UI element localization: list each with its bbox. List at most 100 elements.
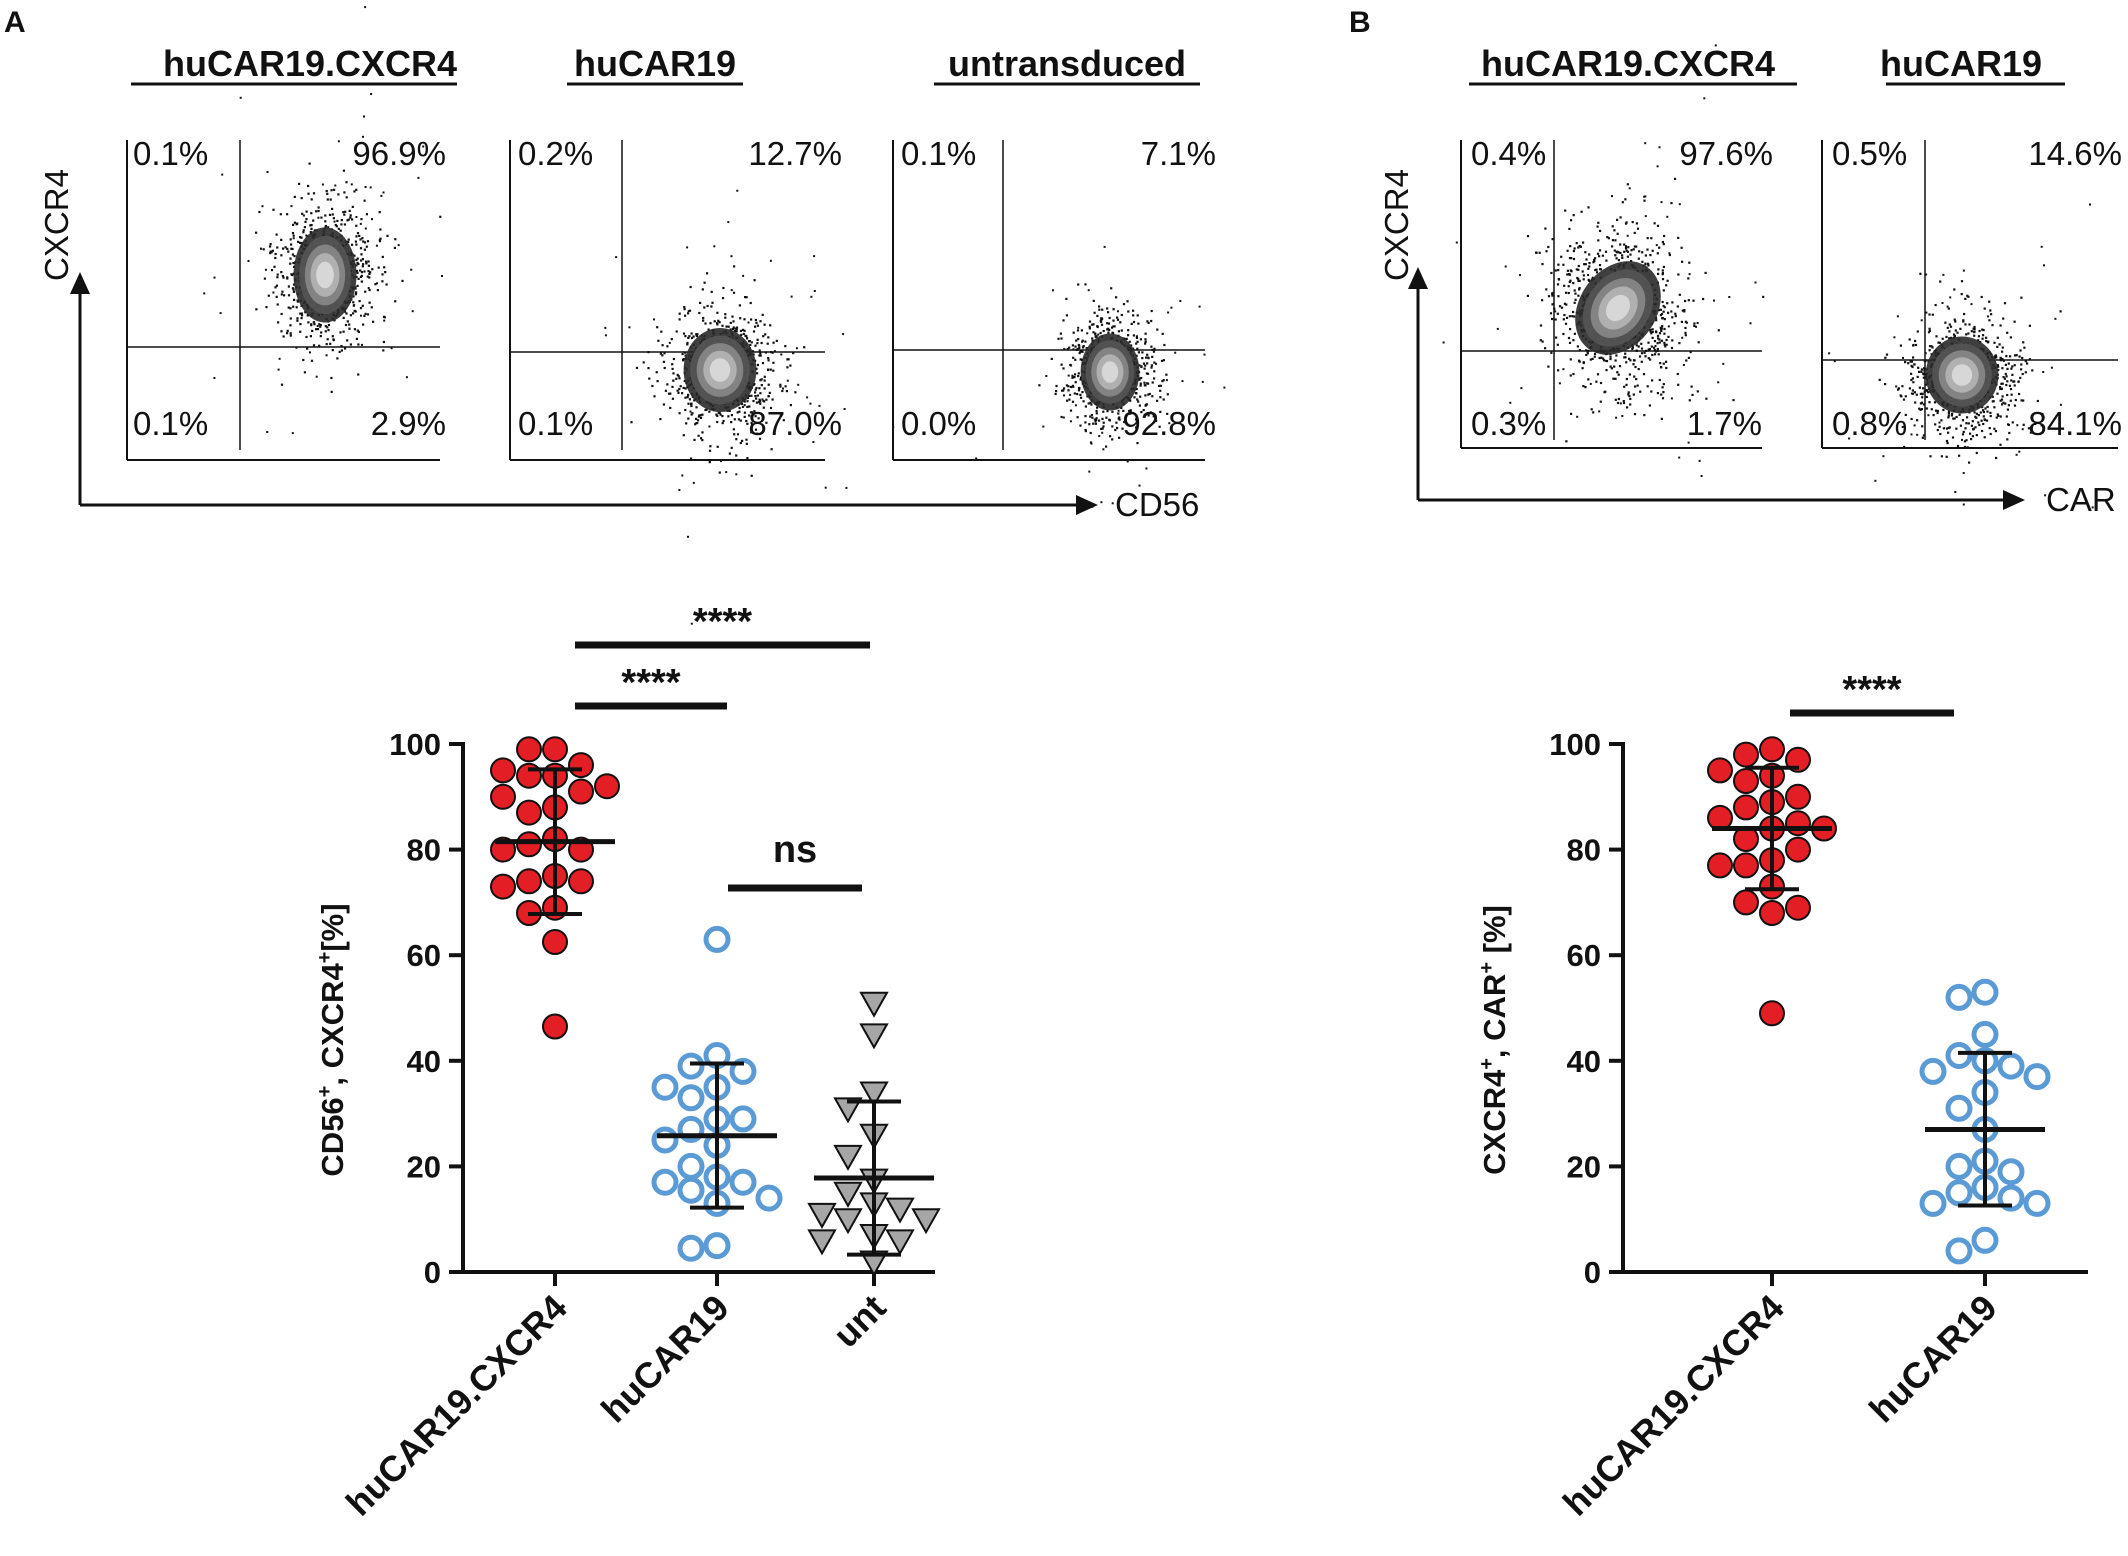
event-dot — [1165, 379, 1168, 382]
event-dot — [1140, 411, 1143, 414]
event-dot — [708, 449, 712, 452]
event-dot — [1138, 404, 1141, 407]
event-dot — [2022, 341, 2025, 344]
event-dot — [722, 286, 725, 290]
event-dot — [1632, 363, 1635, 366]
event-dot — [1072, 356, 1075, 359]
data-point — [833, 1097, 863, 1124]
event-dot — [357, 262, 360, 266]
event-dot — [1081, 346, 1085, 349]
event-dot — [1693, 322, 1696, 325]
event-dot — [280, 312, 283, 316]
event-dot — [329, 198, 332, 201]
event-dot — [699, 301, 702, 304]
event-dot — [1150, 366, 1153, 369]
event-dot — [1584, 386, 1587, 389]
event-dot — [647, 367, 650, 370]
event-dot — [767, 359, 770, 362]
event-dot — [810, 295, 813, 298]
event-dot — [1947, 412, 1950, 415]
event-dot — [1920, 368, 1923, 371]
event-dot — [1100, 323, 1104, 326]
event-dot — [1901, 385, 1904, 388]
event-dot — [770, 351, 773, 354]
event-dot — [1585, 353, 1588, 357]
event-dot — [355, 243, 358, 246]
event-dot — [1962, 320, 1965, 323]
event-dot — [355, 264, 358, 267]
event-dot — [750, 341, 753, 344]
event-dot — [1942, 427, 1945, 430]
event-dot — [384, 271, 387, 274]
event-dot — [1554, 269, 1557, 272]
event-dot — [1598, 356, 1601, 360]
event-dot — [1656, 342, 1659, 345]
event-dot — [1700, 475, 1703, 477]
event-dot — [1045, 375, 1048, 377]
event-dot — [1138, 378, 1141, 381]
event-dot — [361, 265, 364, 268]
event-dot — [1577, 264, 1580, 268]
event-dot — [377, 266, 380, 269]
event-dot — [324, 224, 327, 228]
event-dot — [2015, 354, 2018, 357]
event-dot — [1967, 422, 1970, 425]
event-dot — [1910, 433, 1913, 436]
event-dot — [1076, 416, 1079, 419]
event-dot — [1653, 353, 1657, 356]
event-dot — [763, 323, 766, 326]
event-dot — [320, 216, 323, 219]
event-dot — [1968, 323, 1971, 326]
event-dot — [1093, 418, 1096, 421]
event-dot — [745, 296, 748, 299]
event-dot — [411, 310, 414, 313]
event-dot — [1572, 214, 1575, 217]
event-dot — [441, 275, 443, 277]
event-dot — [1161, 332, 1164, 335]
event-dot — [1904, 361, 1907, 364]
event-dot — [686, 396, 689, 399]
event-dot — [1085, 347, 1088, 350]
event-dot — [345, 196, 348, 199]
event-dot — [1063, 348, 1066, 351]
event-dot — [755, 321, 758, 324]
data-point — [2023, 1063, 2051, 1091]
event-dot — [794, 391, 797, 394]
event-dot — [1635, 222, 1638, 225]
event-dot — [343, 213, 346, 216]
event-dot — [750, 318, 753, 321]
event-dot — [1595, 268, 1598, 271]
event-dot — [281, 290, 284, 293]
event-dot — [1065, 297, 1068, 300]
event-dot — [767, 395, 770, 398]
event-dot — [1678, 456, 1681, 459]
data-point — [1707, 757, 1733, 784]
event-dot — [267, 294, 270, 297]
event-dot — [354, 240, 357, 243]
event-dot — [1662, 243, 1665, 246]
event-dot — [758, 349, 761, 352]
event-dot — [759, 392, 762, 395]
event-dot — [1116, 318, 1120, 321]
event-dot — [1627, 246, 1630, 249]
significance-label: **** — [621, 662, 680, 704]
flow-cloud-a1 — [203, 6, 443, 435]
event-dot — [263, 277, 266, 280]
data-point — [1707, 852, 1733, 879]
event-dot — [1165, 373, 1168, 376]
event-dot — [1096, 325, 1099, 328]
event-dot — [730, 421, 733, 424]
event-dot — [2000, 382, 2003, 385]
event-dot — [1918, 386, 1921, 389]
event-dot — [1982, 415, 1985, 418]
event-dot — [1120, 406, 1123, 410]
event-dot — [1974, 415, 1977, 418]
event-dot — [682, 332, 686, 335]
event-dot — [331, 213, 334, 216]
event-dot — [361, 280, 364, 283]
event-dot — [326, 338, 329, 341]
event-dot — [1988, 319, 1991, 322]
event-dot — [1616, 371, 1619, 374]
event-dot — [293, 221, 296, 224]
event-dot — [1663, 234, 1666, 238]
